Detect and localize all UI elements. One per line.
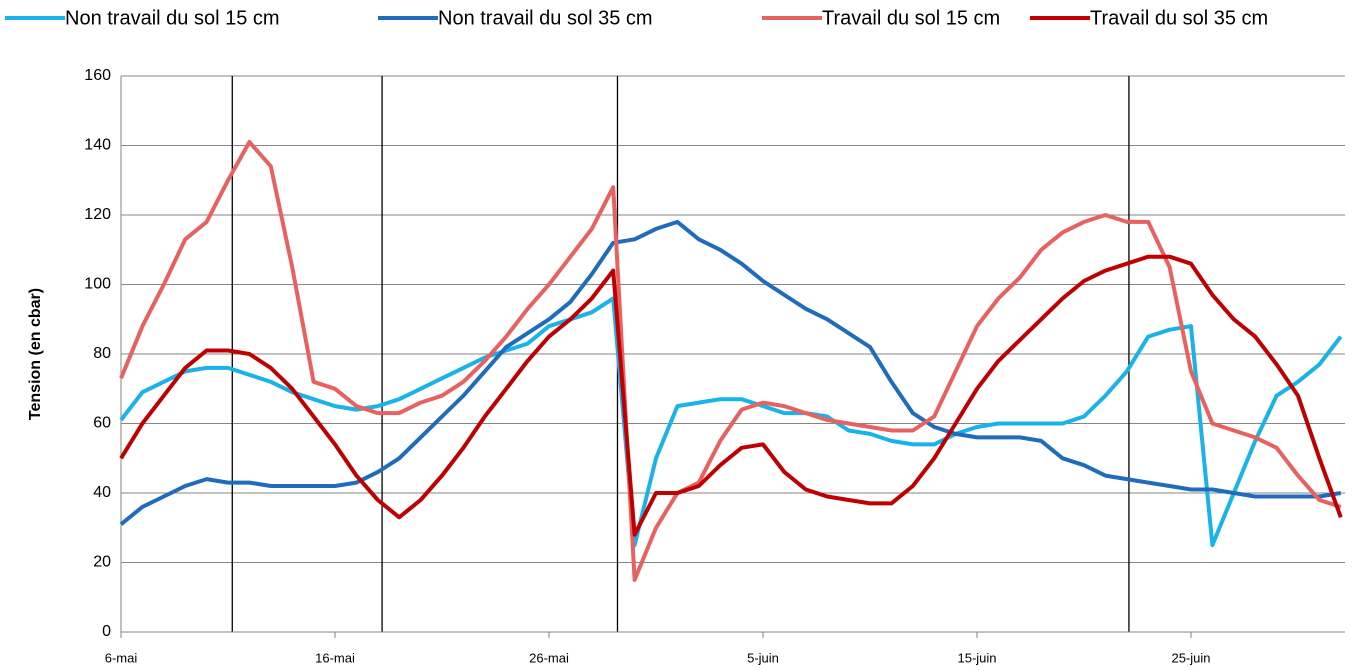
y-tick-label: 20 — [93, 554, 111, 571]
series-line — [119, 140, 1342, 582]
x-tick-label: 16-mai — [315, 650, 355, 665]
x-tick-label: 5-juin — [747, 650, 779, 665]
y-tick-label: 120 — [84, 206, 111, 223]
series-line — [119, 219, 1342, 526]
y-tick-label: 100 — [84, 276, 111, 293]
y-tick-label: 0 — [102, 623, 111, 640]
y-tick-label: 60 — [93, 415, 111, 432]
legend-label: Travail du sol 15 cm — [822, 7, 1000, 29]
x-tick-label: 26-mai — [529, 650, 569, 665]
series-line — [119, 296, 1343, 548]
y-tick-label: 140 — [84, 137, 111, 154]
x-tick-label: 25-juin — [1171, 650, 1210, 665]
legend-label: Travail du sol 35 cm — [1090, 7, 1268, 29]
x-tick-label: 15-juin — [957, 650, 996, 665]
x-tick-label: 6-mai — [105, 650, 138, 665]
y-tick-label: 160 — [84, 67, 111, 84]
y-tick-label: 80 — [93, 345, 111, 362]
y-tick-label: 40 — [93, 484, 111, 501]
legend-label: Non travail du sol 15 cm — [65, 7, 280, 29]
y-axis-label: Tension (en cbar) — [27, 288, 44, 420]
legend-label: Non travail du sol 35 cm — [438, 7, 653, 29]
series-line — [119, 254, 1343, 537]
